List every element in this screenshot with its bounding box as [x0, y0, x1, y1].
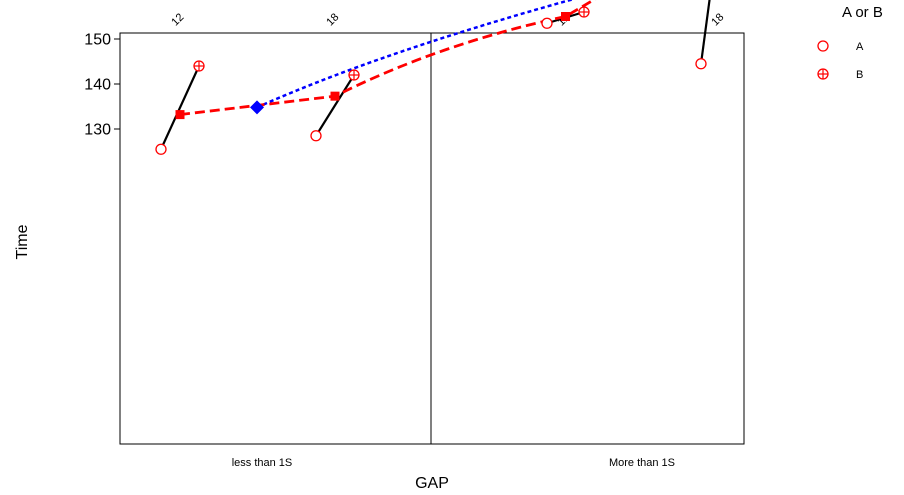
legend-label: A — [856, 41, 864, 53]
group-mean-point — [330, 91, 340, 101]
legend-marker-a — [817, 40, 829, 52]
pair-line — [315, 74, 355, 137]
y-tick-label: 130 — [84, 122, 111, 139]
pair-line — [699, 0, 711, 64]
legend-marker-b — [817, 68, 829, 80]
level-label: 12 — [169, 11, 186, 28]
level-label: 18 — [324, 11, 341, 28]
panel-mean-point — [250, 100, 264, 115]
plot-border — [119, 32, 745, 445]
group-mean-point — [561, 12, 570, 21]
point-b — [578, 6, 590, 18]
y-axis-label: Time — [14, 224, 31, 259]
legend-title: A or B — [842, 4, 883, 21]
x-axis-label: GAP — [415, 475, 449, 492]
panel-label: More than 1S — [609, 457, 675, 469]
legend-label: B — [856, 69, 863, 81]
group-mean-line — [179, 0, 597, 116]
point-a — [695, 58, 707, 70]
group-mean-point — [175, 110, 185, 120]
point-b — [193, 60, 205, 72]
y-tick-label: 150 — [84, 32, 111, 49]
y-tick-label: 160 — [84, 0, 111, 4]
level-label: 18 — [709, 11, 726, 28]
pair-line — [159, 65, 201, 150]
y-tick-label: 140 — [84, 77, 111, 94]
point-b — [348, 69, 360, 81]
point-a — [310, 130, 322, 142]
panel-mean-line — [256, 0, 575, 109]
panel-label: less than 1S — [232, 457, 293, 469]
point-a — [541, 17, 553, 29]
point-a — [155, 143, 167, 155]
